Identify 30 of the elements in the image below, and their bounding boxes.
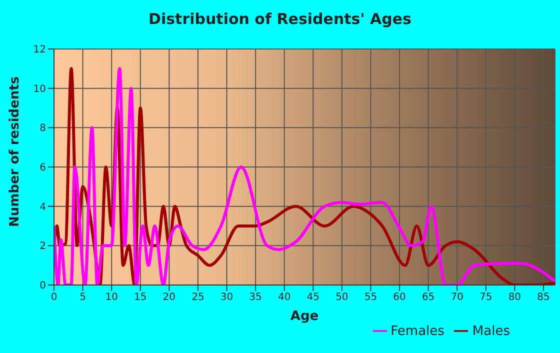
chart-title: Distribution of Residents' Ages (148, 10, 412, 28)
x-tick-label: 60 (393, 292, 406, 304)
x-tick-label: 65 (422, 292, 435, 304)
y-tick-label: 2 (40, 241, 46, 252)
x-tick-label: 80 (508, 292, 522, 304)
x-tick-label: 0 (50, 292, 58, 304)
x-tick-label: 45 (306, 292, 320, 304)
x-tick-label: 5 (80, 292, 86, 304)
y-tick-label: 4 (40, 202, 46, 213)
y-tick-label: 12 (33, 44, 46, 56)
x-axis-title: Age (290, 309, 319, 324)
x-tick-label: 50 (336, 292, 348, 304)
y-tick-label: 6 (40, 162, 46, 174)
x-tick-label: 30 (220, 292, 234, 304)
y-tick-label: 10 (33, 84, 46, 95)
legend-label: Males (472, 324, 510, 339)
x-tick-label: 25 (192, 292, 204, 304)
x-tick-label: 10 (105, 292, 118, 304)
x-tick-label: 40 (278, 292, 291, 304)
x-tick-label: 70 (450, 292, 464, 304)
x-tick-label: 55 (364, 292, 378, 304)
x-tick-label: 75 (480, 292, 492, 304)
y-tick-label: 8 (40, 123, 46, 134)
x-tick-label: 20 (162, 292, 176, 304)
legend-label: Females (390, 324, 444, 339)
x-tick-label: 15 (134, 292, 147, 304)
x-tick-label: 85 (537, 292, 550, 304)
y-tick-label: 0 (40, 280, 46, 292)
x-tick-label: 35 (249, 292, 262, 304)
y-axis-title: Number of residents (8, 76, 23, 227)
